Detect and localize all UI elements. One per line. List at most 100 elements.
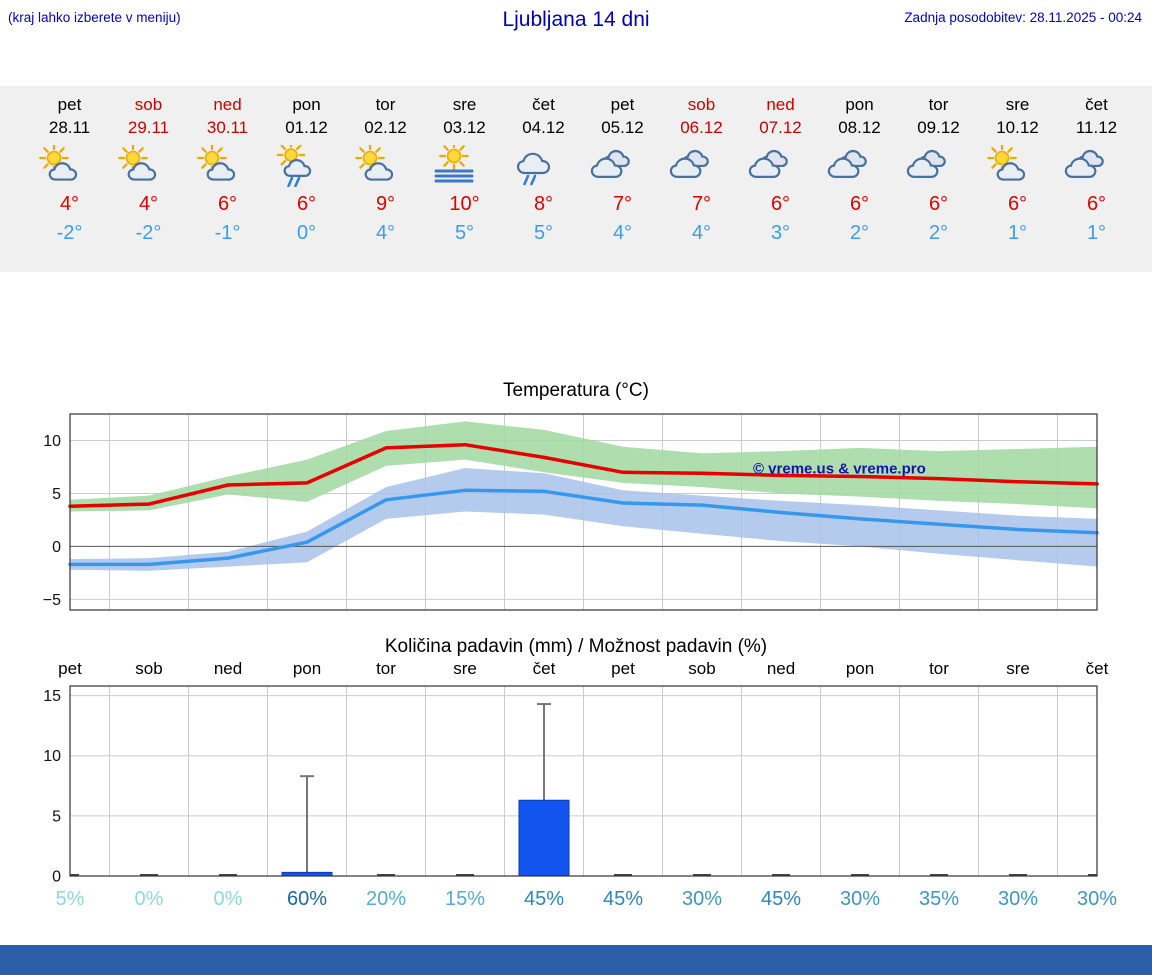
precip-day-label: pon — [293, 659, 321, 678]
precip-probability-label: 30% — [840, 888, 880, 910]
temp-plot-border — [69, 413, 1098, 611]
forecast-day: pon 08.12 6° 2° — [820, 86, 899, 272]
low-temp-label: 4° — [612, 222, 633, 244]
precip-day-label: sre — [453, 659, 477, 678]
low-temp-label: 3° — [770, 222, 791, 244]
day-date-label: 29.11 — [127, 118, 170, 137]
forecast-day: pet 05.12 7° 4° — [583, 86, 662, 272]
temp-max-line — [68, 442, 1099, 508]
day-name-label: čet — [1085, 95, 1108, 114]
precipitation-section: Količina padavin (mm) / Možnost padavin … — [0, 636, 1152, 916]
day-name-label: tor — [928, 95, 949, 114]
precip-probability-label: 60% — [287, 888, 327, 910]
partly-sunny-icon — [30, 145, 109, 189]
temp-ytick-label: 0 — [52, 539, 61, 556]
page-header: (kraj lahko izberete v meniju) Ljubljana… — [0, 0, 1152, 46]
temperature-chart: 10 5 0 −5 © vreme.us & vreme.pro — [43, 413, 1099, 611]
precip-zero-mark — [930, 874, 948, 876]
high-temp-label: 7° — [691, 193, 712, 215]
precip-probability-label: 5% — [56, 888, 85, 910]
cloudy-icon — [741, 145, 820, 189]
precip-probability-label: 35% — [919, 888, 959, 910]
high-temp-label: 6° — [296, 193, 317, 215]
precip-day-label: pet — [58, 659, 82, 678]
precipitation-chart: pet sob ned pon tor sre čet pet sob ned pon tor sre č… — [43, 659, 1117, 910]
precip-day-label: ned — [214, 659, 242, 678]
cloudy-icon — [899, 145, 978, 189]
low-temp-label: -2° — [135, 222, 162, 244]
high-temp-label: 10° — [449, 193, 480, 215]
partly-sunny-icon — [109, 145, 188, 189]
temperature-chart-title: Temperatura (°C) — [503, 380, 649, 401]
day-name-label: sob — [134, 95, 163, 114]
last-update-label: Zadnja posodobitev: 28.11.2025 - 00:24 — [904, 10, 1142, 25]
precip-zero-mark — [851, 874, 869, 876]
temp-ytick-label: −5 — [43, 592, 61, 609]
temp-ytick-label: 5 — [52, 486, 61, 503]
day-date-label: 07.12 — [759, 118, 802, 137]
precip-zero-mark — [693, 874, 711, 876]
day-date-label: 09.12 — [917, 118, 960, 137]
precip-probability-label: 30% — [998, 888, 1038, 910]
day-date-label: 04.12 — [522, 118, 565, 137]
low-temp-label: -1° — [214, 222, 241, 244]
low-temp-label: 4° — [375, 222, 396, 244]
high-temp-label: 6° — [849, 193, 870, 215]
precip-zero-mark — [219, 874, 237, 876]
precip-probability-label: 30% — [682, 888, 722, 910]
precip-probability-label: 20% — [366, 888, 406, 910]
precip-plot-border — [69, 685, 1098, 877]
precip-probability-label: 0% — [135, 888, 164, 910]
day-name-label: tor — [375, 95, 396, 114]
day-name-label: pon — [292, 95, 321, 114]
precip-day-label: pon — [846, 659, 874, 678]
day-date-label: 30.11 — [206, 118, 249, 137]
forecast-day: sob 06.12 7° 4° — [662, 86, 741, 272]
partly-sunny-icon — [346, 145, 425, 189]
day-date-label: 02.12 — [364, 118, 407, 137]
forecast-day: čet 11.12 6° 1° — [1057, 86, 1136, 272]
partly-sunny-icon — [188, 145, 267, 189]
day-name-label: čet — [532, 95, 555, 114]
watermark: © vreme.us & vreme.pro — [753, 460, 926, 477]
precip-probability-label: 45% — [603, 888, 643, 910]
precip-probability-label: 0% — [214, 888, 243, 910]
low-temp-label: 0° — [296, 222, 317, 244]
day-name-label: pet — [57, 95, 82, 114]
precip-day-label: sob — [688, 659, 715, 678]
high-temp-label: 4° — [138, 193, 159, 215]
day-date-label: 10.12 — [996, 118, 1039, 137]
day-name-label: sre — [1005, 95, 1030, 114]
low-temp-label: 1° — [1086, 222, 1107, 244]
precip-zero-mark — [614, 874, 632, 876]
temperature-section: Temperatura (°C) 10 5 0 −5 © vreme.us & vrem… — [0, 380, 1152, 616]
precip-zero-mark — [1009, 874, 1027, 876]
day-name-label: ned — [213, 95, 242, 114]
cloudy-icon — [662, 145, 741, 189]
high-temp-label: 6° — [217, 193, 238, 215]
precip-ytick-label: 10 — [43, 748, 61, 765]
precip-gridlines — [70, 686, 1097, 876]
temp-ytick-label: 10 — [43, 433, 61, 450]
temp-min-range-band — [70, 468, 1097, 571]
forecast-day: pon 01.12 6° 0° — [267, 86, 346, 272]
precip-day-label: čet — [1086, 659, 1109, 678]
high-temp-label: 6° — [1007, 193, 1028, 215]
precip-day-label: tor — [929, 659, 949, 678]
forecast-day: sob 29.11 4° -2° — [109, 86, 188, 272]
high-temp-label: 6° — [1086, 193, 1107, 215]
low-temp-label: 2° — [928, 222, 949, 244]
precip-day-label: ned — [767, 659, 795, 678]
rain-showers-icon — [504, 145, 583, 189]
forecast-strip: pet 28.11 4° -2° sob 29.11 4° -2° ned 30… — [0, 86, 1152, 272]
partly-sunny-icon — [978, 145, 1057, 189]
cloudy-icon — [1057, 145, 1136, 189]
low-temp-label: 5° — [533, 222, 554, 244]
sun-showers-icon — [267, 145, 346, 189]
forecast-day: sre 10.12 6° 1° — [978, 86, 1057, 272]
precip-probability-label: 45% — [524, 888, 564, 910]
day-date-label: 05.12 — [601, 118, 644, 137]
low-temp-label: 5° — [454, 222, 475, 244]
precip-zero-mark — [772, 874, 790, 876]
precip-day-label: sob — [135, 659, 162, 678]
